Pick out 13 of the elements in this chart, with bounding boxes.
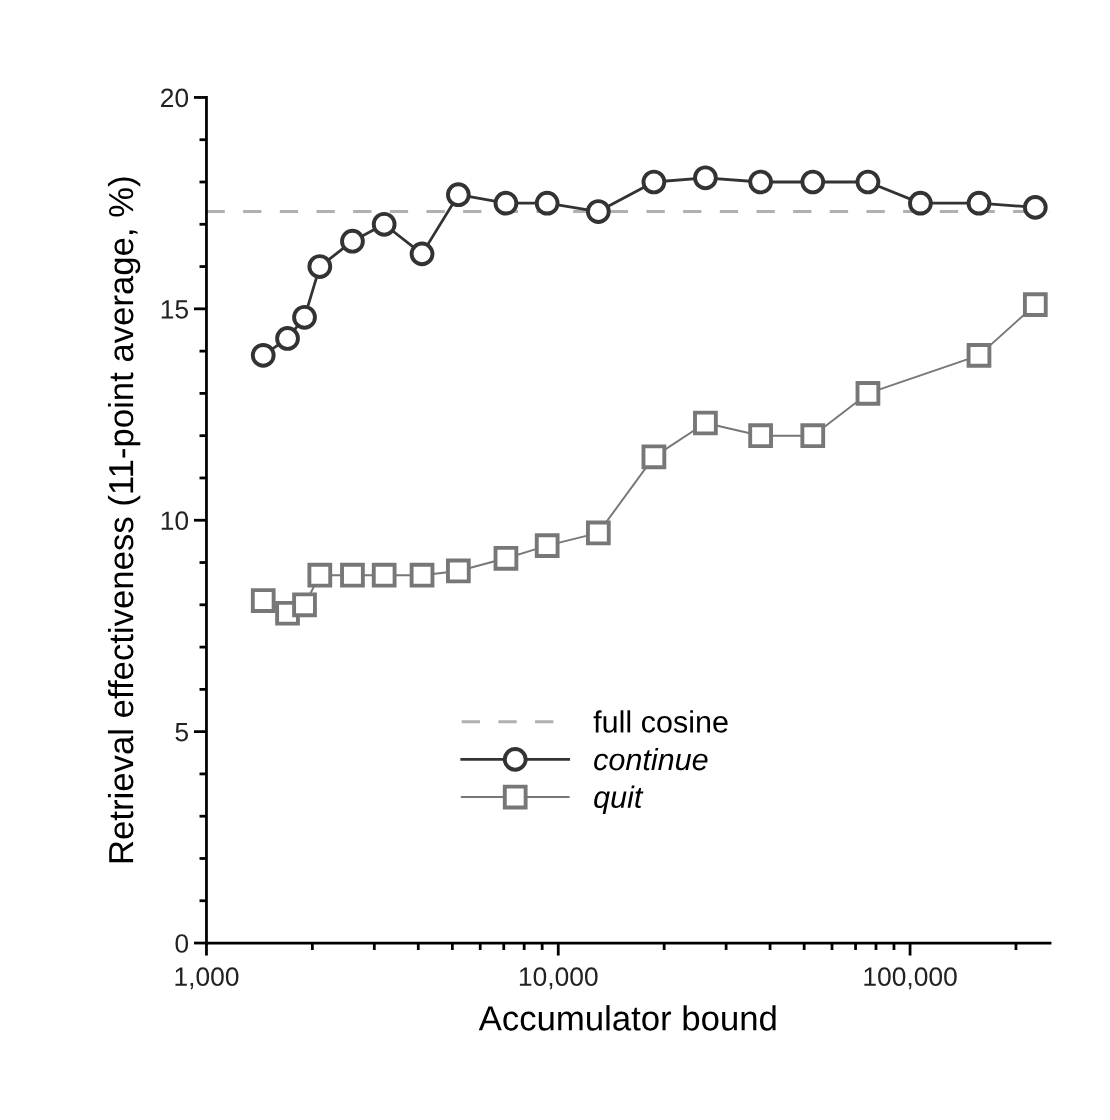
legend-label: full cosine bbox=[593, 710, 728, 733]
x-tick-label: 100,000 bbox=[864, 967, 957, 990]
y-tick-label: 20 bbox=[161, 88, 189, 108]
y-tick-label: 5 bbox=[175, 723, 188, 742]
y-tick-label: 10 bbox=[161, 511, 189, 531]
y-tick-label: 15 bbox=[161, 300, 188, 319]
x-tick-label: 1,000 bbox=[175, 967, 239, 990]
x-axis-title: Accumulator bound bbox=[478, 1005, 776, 1031]
x-tick-label: 10,000 bbox=[519, 967, 598, 990]
y-tick-label: 0 bbox=[175, 934, 189, 953]
legend-label: quit bbox=[594, 785, 644, 815]
y-axis-title: Retrieval effectiveness (11-point average, %) bbox=[107, 177, 141, 863]
legend-label: continue bbox=[594, 747, 708, 771]
